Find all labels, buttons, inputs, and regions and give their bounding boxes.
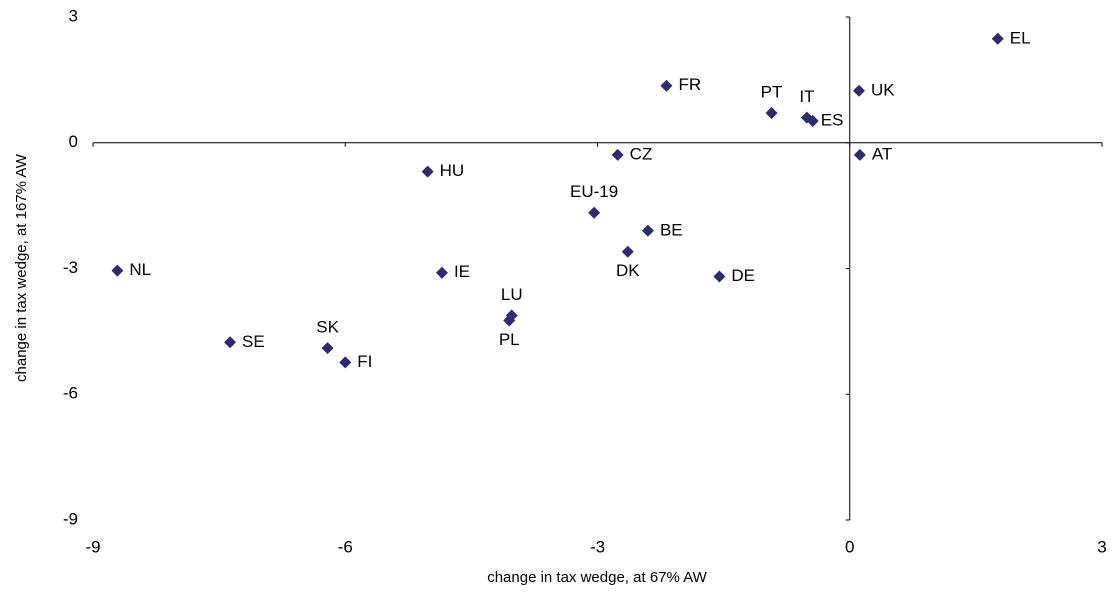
point (503, 314, 516, 327)
point-label: PL (499, 330, 520, 349)
point (660, 79, 673, 92)
point-label: CZ (630, 144, 653, 163)
x-tick-label: 0 (845, 537, 854, 556)
point-label: DK (616, 261, 640, 280)
point-label: DE (731, 266, 755, 285)
point-label: BE (660, 220, 683, 239)
point (339, 356, 352, 369)
point-label: IE (454, 262, 470, 281)
point-label: EL (1010, 28, 1031, 47)
point (321, 342, 334, 355)
point (806, 114, 819, 127)
point-label: FI (357, 352, 372, 371)
point-label: NL (129, 260, 151, 279)
point-label: PT (761, 82, 783, 101)
y-tick-label: -6 (63, 384, 78, 403)
point-label: UK (871, 80, 895, 99)
y-tick-label: 0 (69, 132, 78, 151)
point (852, 84, 865, 97)
point (641, 224, 654, 237)
point-label: HU (440, 161, 465, 180)
x-axis-title: change in tax wedge, at 67% AW (487, 569, 707, 586)
point (611, 148, 624, 161)
point-label: IT (799, 87, 814, 106)
x-tick-label: -6 (338, 537, 353, 556)
x-tick-label: -3 (590, 537, 605, 556)
point-label: SE (242, 332, 265, 351)
y-axis-title: change in tax wedge, at 167% AW (13, 153, 30, 382)
point (111, 264, 124, 277)
point-label: SK (316, 318, 339, 337)
y-tick-label: 3 (69, 6, 78, 25)
x-tick-label: -9 (85, 537, 100, 556)
point-label: AT (872, 144, 892, 163)
y-tick-label: -3 (63, 258, 78, 277)
point (853, 148, 866, 161)
point (765, 106, 778, 119)
point (588, 206, 601, 219)
point-label: ES (821, 110, 844, 129)
point (435, 266, 448, 279)
point (991, 32, 1004, 45)
point (713, 270, 726, 283)
point-label: EU-19 (570, 182, 618, 201)
point-label: LU (501, 285, 523, 304)
point (224, 336, 237, 349)
point-label: FR (678, 75, 701, 94)
point (621, 245, 634, 258)
point (421, 165, 434, 178)
y-tick-label: -9 (63, 509, 78, 528)
x-tick-label: 3 (1097, 537, 1106, 556)
